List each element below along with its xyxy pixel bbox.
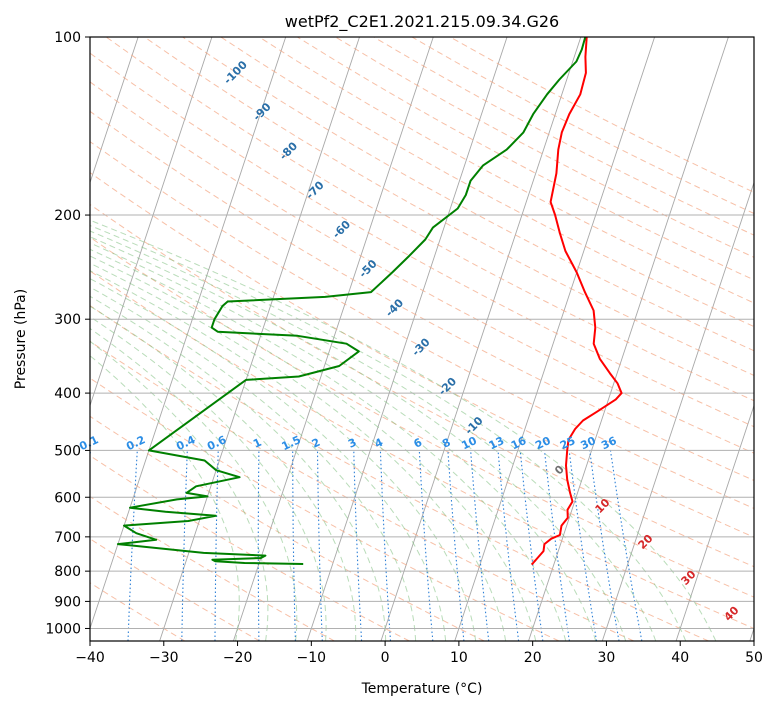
y-tick-label: 400 xyxy=(54,386,81,402)
y-tick-label: 700 xyxy=(54,530,81,546)
mixing-ratio-line xyxy=(609,450,643,641)
guide-lines xyxy=(90,37,754,641)
y-tick-label: 500 xyxy=(54,443,81,459)
moist-adiabat-line xyxy=(90,248,567,641)
dry-adiabat-line xyxy=(90,538,260,641)
dry-adiabat-line xyxy=(90,203,754,568)
pressure-gridlines xyxy=(90,37,754,629)
isotherm-line xyxy=(159,37,360,641)
dry-adiabat-line xyxy=(90,455,410,641)
y-tick-label: 300 xyxy=(54,312,81,328)
dry-adiabat-line xyxy=(182,37,754,352)
moist-adiabat-line xyxy=(90,262,507,641)
moist-adiabat-line xyxy=(90,270,477,641)
dry-adiabat-line xyxy=(258,37,754,304)
isotherm-line xyxy=(380,37,582,641)
y-tick-label: 600 xyxy=(54,490,81,506)
mixing-ratio-label: 13 xyxy=(487,434,506,452)
x-tick-label: 30 xyxy=(597,650,615,666)
dry-adiabat-line xyxy=(90,304,709,641)
y-axis-title: Pressure (hPa) xyxy=(13,289,29,389)
moist-adiabat-line xyxy=(90,327,298,641)
isotherm-line xyxy=(90,37,139,184)
mixing-ratio-line xyxy=(543,450,570,641)
mixing-ratio-line xyxy=(497,450,520,641)
dry-adiabat-line xyxy=(144,37,754,376)
temperature-line xyxy=(530,37,623,566)
y-axis: 100 200 300 400 500 600 700 800 900 1000 xyxy=(45,30,90,638)
dry-adiabat-line xyxy=(90,236,754,598)
y-tick-label: 900 xyxy=(54,594,81,610)
y-tick-label: 1000 xyxy=(45,622,81,638)
isotherm-line xyxy=(528,37,729,641)
mixing-ratio-line xyxy=(470,450,490,641)
x-tick-label: −10 xyxy=(297,650,327,666)
isotherm-line xyxy=(601,181,754,641)
moist-adiabat-line xyxy=(90,219,717,641)
moist-adiabat-line xyxy=(90,242,597,641)
moist-adiabat-line xyxy=(90,295,387,641)
x-axis-title: Temperature (°C) xyxy=(361,681,483,697)
x-tick-label: −20 xyxy=(223,650,253,666)
moist-adiabat-line xyxy=(90,305,357,641)
isotherm-line xyxy=(90,37,213,407)
mixing-ratio-label: 10 xyxy=(460,434,480,452)
mixing-ratio-line xyxy=(519,450,544,641)
y-tick-label: 100 xyxy=(54,30,81,46)
moist-adiabat-line xyxy=(90,236,627,641)
isotherm-line xyxy=(232,37,434,641)
moist-adiabat-line xyxy=(90,224,687,641)
isotherm-line xyxy=(90,37,287,630)
dry-adiabat-line xyxy=(90,52,754,428)
mixing-ratio-label: 25 xyxy=(558,434,577,452)
dry-adiabat-line xyxy=(90,172,754,538)
moist-adiabat-line xyxy=(90,278,447,641)
x-tick-label: 10 xyxy=(450,650,468,666)
x-tick-label: 0 xyxy=(381,650,390,666)
chart-title: wetPf2_C2E1.2021.215.09.34.G26 xyxy=(285,12,559,32)
mixing-ratio-line xyxy=(568,450,598,641)
moist-adiabat-line xyxy=(90,230,657,641)
dry-adiabat-line xyxy=(90,377,560,641)
moist-adiabat-line xyxy=(90,340,269,641)
y-tick-label: 800 xyxy=(54,564,81,580)
isotherm-line xyxy=(454,37,656,641)
moist-adiabat-line xyxy=(90,255,537,641)
x-tick-label: 50 xyxy=(745,650,763,666)
dry-adiabat-line xyxy=(90,340,634,641)
dry-adiabat-line xyxy=(90,582,186,641)
mixing-ratio-label: 20 xyxy=(533,434,553,452)
isotherm-line xyxy=(675,404,754,641)
x-tick-label: 40 xyxy=(671,650,689,666)
moist-adiabat-line xyxy=(90,316,327,641)
mixing-ratio-line xyxy=(589,450,620,641)
mixing-ratio-label: 36 xyxy=(599,434,619,452)
dry-adiabat-line xyxy=(90,270,754,630)
mixing-ratio-label: 30 xyxy=(579,434,599,452)
x-tick-label: −30 xyxy=(149,650,179,666)
moist-adiabat-line xyxy=(90,355,240,641)
x-axis: −40 −30 −20 −10 0 10 20 30 40 50 xyxy=(75,641,763,666)
mixing-ratio-label: 16 xyxy=(509,434,529,452)
x-tick-label: −40 xyxy=(75,650,105,666)
dry-adiabat-line xyxy=(90,81,754,454)
dewpoint-line xyxy=(116,37,587,565)
plot-frame xyxy=(89,36,755,642)
dry-adiabat-line xyxy=(90,110,754,481)
x-tick-label: 20 xyxy=(524,650,542,666)
profile-lines xyxy=(116,37,623,566)
moist-adiabat-line xyxy=(90,286,417,641)
y-tick-label: 200 xyxy=(54,208,81,224)
